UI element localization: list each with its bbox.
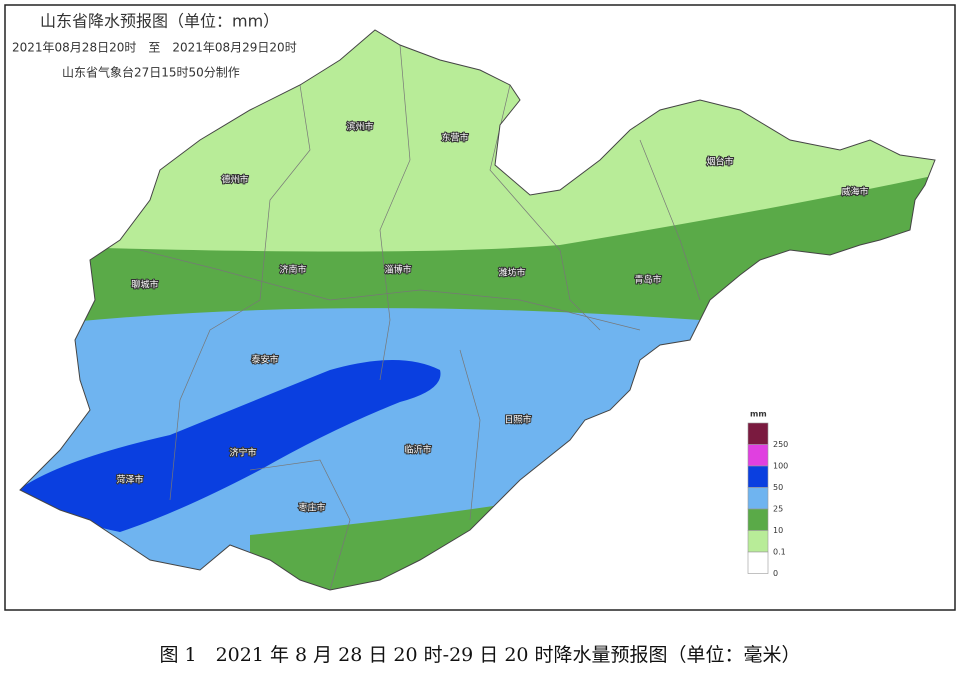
city-label: 烟台市 bbox=[706, 156, 733, 168]
city-label: 青岛市 bbox=[634, 274, 661, 286]
legend: mm 250 100 50 25 10 0.1 0 bbox=[747, 410, 788, 578]
legend-tick-label: 0 bbox=[773, 569, 778, 578]
legend-swatch bbox=[747, 444, 769, 467]
city-label: 枣庄市 bbox=[298, 502, 325, 514]
legend-tick-label: 250 bbox=[773, 440, 788, 449]
city-label: 济南市 bbox=[279, 264, 306, 276]
legend-swatch bbox=[747, 487, 769, 510]
legend-tick-label: 0.1 bbox=[773, 548, 786, 557]
legend-tick-label: 25 bbox=[773, 505, 783, 514]
city-label: 菏泽市 bbox=[116, 474, 143, 486]
city-label: 临沂市 bbox=[404, 444, 431, 456]
legend-swatch bbox=[747, 465, 769, 488]
city-label: 日照市 bbox=[504, 414, 531, 426]
legend-swatch bbox=[747, 551, 769, 574]
legend-tick-label: 10 bbox=[773, 526, 783, 535]
map-title: 山东省降水预报图（单位：mm） bbox=[40, 12, 279, 31]
city-label: 德州市 bbox=[221, 174, 248, 186]
period: 2021年08月28日20时 至 2021年08月29日20时 bbox=[12, 41, 297, 55]
city-label: 潍坊市 bbox=[498, 267, 525, 279]
city-label: 济宁市 bbox=[229, 447, 256, 459]
legend-unit: mm bbox=[750, 410, 767, 419]
zone-blue bbox=[20, 360, 441, 532]
city-label: 威海市 bbox=[841, 186, 868, 198]
caption: 图 1 2021 年 8 月 28 日 20 时-29 日 20 时降水量预报图… bbox=[159, 644, 800, 666]
legend-swatch bbox=[747, 508, 769, 531]
city-label: 聊城市 bbox=[131, 279, 158, 291]
legend-swatch bbox=[747, 422, 769, 445]
city-label: 滨州市 bbox=[346, 121, 373, 133]
legend-tick-label: 100 bbox=[773, 462, 788, 471]
legend-tick-label: 50 bbox=[773, 483, 783, 492]
issuer: 山东省气象台27日15时50分制作 bbox=[62, 65, 240, 80]
legend-swatch bbox=[747, 530, 769, 553]
city-label: 东营市 bbox=[441, 132, 468, 144]
boundaries bbox=[139, 44, 701, 590]
city-label: 淄博市 bbox=[384, 264, 411, 276]
city-label: 泰安市 bbox=[251, 354, 278, 366]
